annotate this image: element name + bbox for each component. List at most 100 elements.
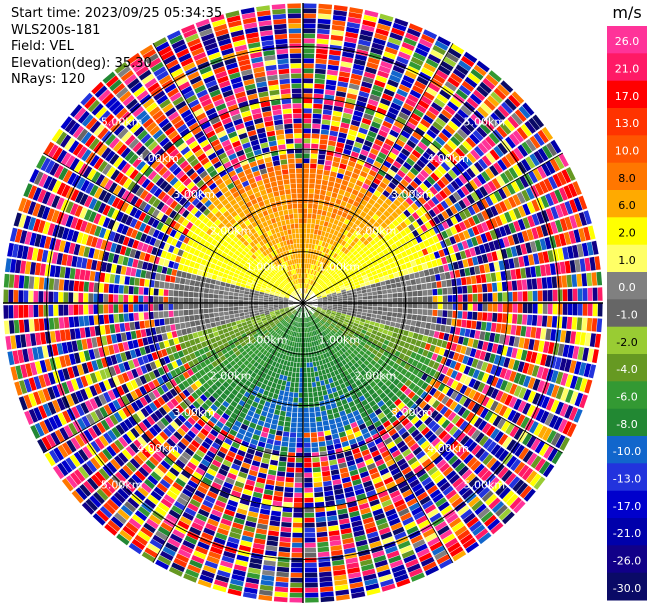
velocity-gate (327, 206, 334, 213)
velocity-gate (304, 537, 316, 543)
velocity-gate (303, 83, 313, 89)
velocity-gate (331, 264, 336, 270)
velocity-gate (452, 93, 465, 104)
velocity-gate (293, 512, 303, 518)
velocity-gate (472, 176, 483, 188)
velocity-gate (338, 282, 344, 287)
velocity-gate (310, 269, 314, 275)
velocity-gate (358, 90, 370, 98)
velocity-gate (432, 400, 441, 409)
velocity-gate (416, 43, 431, 53)
velocity-gate (303, 158, 310, 164)
velocity-gate (309, 168, 317, 174)
velocity-gate (330, 313, 336, 317)
velocity-gate (382, 143, 392, 151)
velocity-gate (514, 461, 526, 475)
velocity-gate (410, 56, 424, 66)
velocity-gate (366, 236, 373, 243)
velocity-gate (421, 315, 427, 322)
velocity-gate (293, 397, 298, 403)
velocity-gate (354, 281, 360, 286)
velocity-gate (356, 311, 362, 315)
velocity-gate (506, 455, 518, 468)
velocity-gate (365, 350, 372, 356)
velocity-gate (414, 272, 420, 279)
velocity-gate (541, 315, 548, 327)
velocity-gate (402, 102, 414, 112)
velocity-gate (359, 170, 368, 178)
velocity-gate (468, 367, 476, 377)
velocity-gate (550, 432, 561, 446)
velocity-gate (505, 423, 515, 435)
velocity-gate (385, 264, 392, 271)
velocity-gate (316, 421, 323, 427)
velocity-gate (512, 233, 520, 245)
velocity-gate (319, 139, 328, 145)
velocity-gate (353, 243, 359, 250)
velocity-gate (495, 271, 502, 282)
velocity-gate (468, 378, 477, 388)
velocity-gate (303, 128, 311, 134)
velocity-gate (340, 61, 353, 68)
velocity-gate (410, 202, 419, 211)
velocity-gate (448, 47, 462, 59)
velocity-gate (293, 362, 297, 368)
velocity-gate (437, 303, 443, 310)
velocity-gate (361, 329, 367, 335)
velocity-gate (297, 427, 303, 433)
velocity-gate (327, 299, 333, 302)
velocity-gate (304, 542, 316, 548)
velocity-gate (430, 158, 440, 168)
velocity-gate (447, 310, 453, 318)
velocity-gate (349, 227, 356, 234)
velocity-gate (513, 220, 521, 232)
velocity-gate (330, 545, 342, 551)
velocity-gate (481, 221, 489, 232)
velocity-gate (545, 193, 554, 207)
velocity-gate (444, 271, 451, 280)
velocity-gate (555, 219, 563, 233)
velocity-gate (481, 422, 492, 434)
velocity-gate (556, 275, 563, 288)
velocity-gate (328, 249, 333, 256)
velocity-gate (567, 245, 574, 259)
velocity-gate (517, 291, 523, 302)
velocity-gate (543, 445, 554, 459)
velocity-gate (563, 185, 573, 199)
velocity-gate (419, 327, 425, 335)
velocity-gate (425, 110, 437, 120)
velocity-gate (331, 115, 342, 122)
velocity-gate (303, 228, 307, 234)
velocity-gate (360, 29, 374, 37)
velocity-gate (331, 234, 337, 241)
velocity-gate (540, 353, 548, 366)
velocity-gate (374, 32, 388, 41)
velocity-gate (292, 367, 297, 373)
velocity-gate (369, 266, 376, 272)
velocity-gate (355, 226, 362, 233)
velocity-gate (318, 251, 323, 257)
velocity-gate (493, 261, 500, 272)
velocity-gate (317, 536, 328, 543)
velocity-gate (447, 295, 453, 302)
velocity-gate (265, 550, 277, 557)
velocity-gate (518, 464, 530, 478)
velocity-gate (304, 457, 312, 463)
velocity-gate (291, 417, 297, 423)
velocity-gate (321, 124, 330, 130)
velocity-gate (370, 148, 379, 156)
velocity-gate (522, 303, 528, 314)
velocity-gate (510, 458, 522, 472)
velocity-gate (543, 341, 550, 354)
velocity-gate (424, 254, 431, 262)
velocity-gate (503, 357, 511, 368)
velocity-gate (366, 243, 373, 249)
velocity-gate (420, 95, 432, 105)
velocity-gate (320, 252, 325, 258)
velocity-gate (459, 268, 466, 277)
velocity-gate (455, 372, 463, 382)
velocity-gate (347, 323, 353, 328)
velocity-gate (385, 320, 391, 326)
velocity-gate (339, 284, 345, 289)
velocity-gate (375, 173, 384, 181)
